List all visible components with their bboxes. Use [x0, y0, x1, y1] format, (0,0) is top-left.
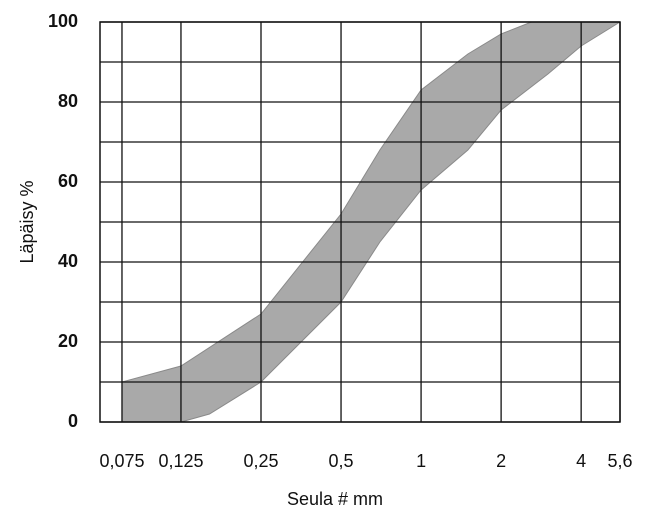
x-tick-label: 5,6 — [607, 451, 632, 471]
x-tick-label: 1 — [416, 451, 426, 471]
y-tick-label: 100 — [48, 11, 78, 31]
x-tick-label: 0,125 — [158, 451, 203, 471]
y-tick-label: 20 — [58, 331, 78, 351]
x-axis-title: Seula # mm — [287, 489, 383, 509]
x-tick-label: 2 — [496, 451, 506, 471]
y-axis-title: Läpäisy % — [17, 180, 37, 263]
x-tick-label: 0,25 — [243, 451, 278, 471]
y-tick-label: 80 — [58, 91, 78, 111]
x-tick-label: 0,075 — [99, 451, 144, 471]
x-tick-label: 4 — [576, 451, 586, 471]
y-tick-label: 60 — [58, 171, 78, 191]
x-tick-label: 0,5 — [329, 451, 354, 471]
y-tick-label: 40 — [58, 251, 78, 271]
band-edge — [121, 21, 621, 423]
y-tick-label: 0 — [68, 411, 78, 431]
band-edge — [121, 21, 620, 383]
